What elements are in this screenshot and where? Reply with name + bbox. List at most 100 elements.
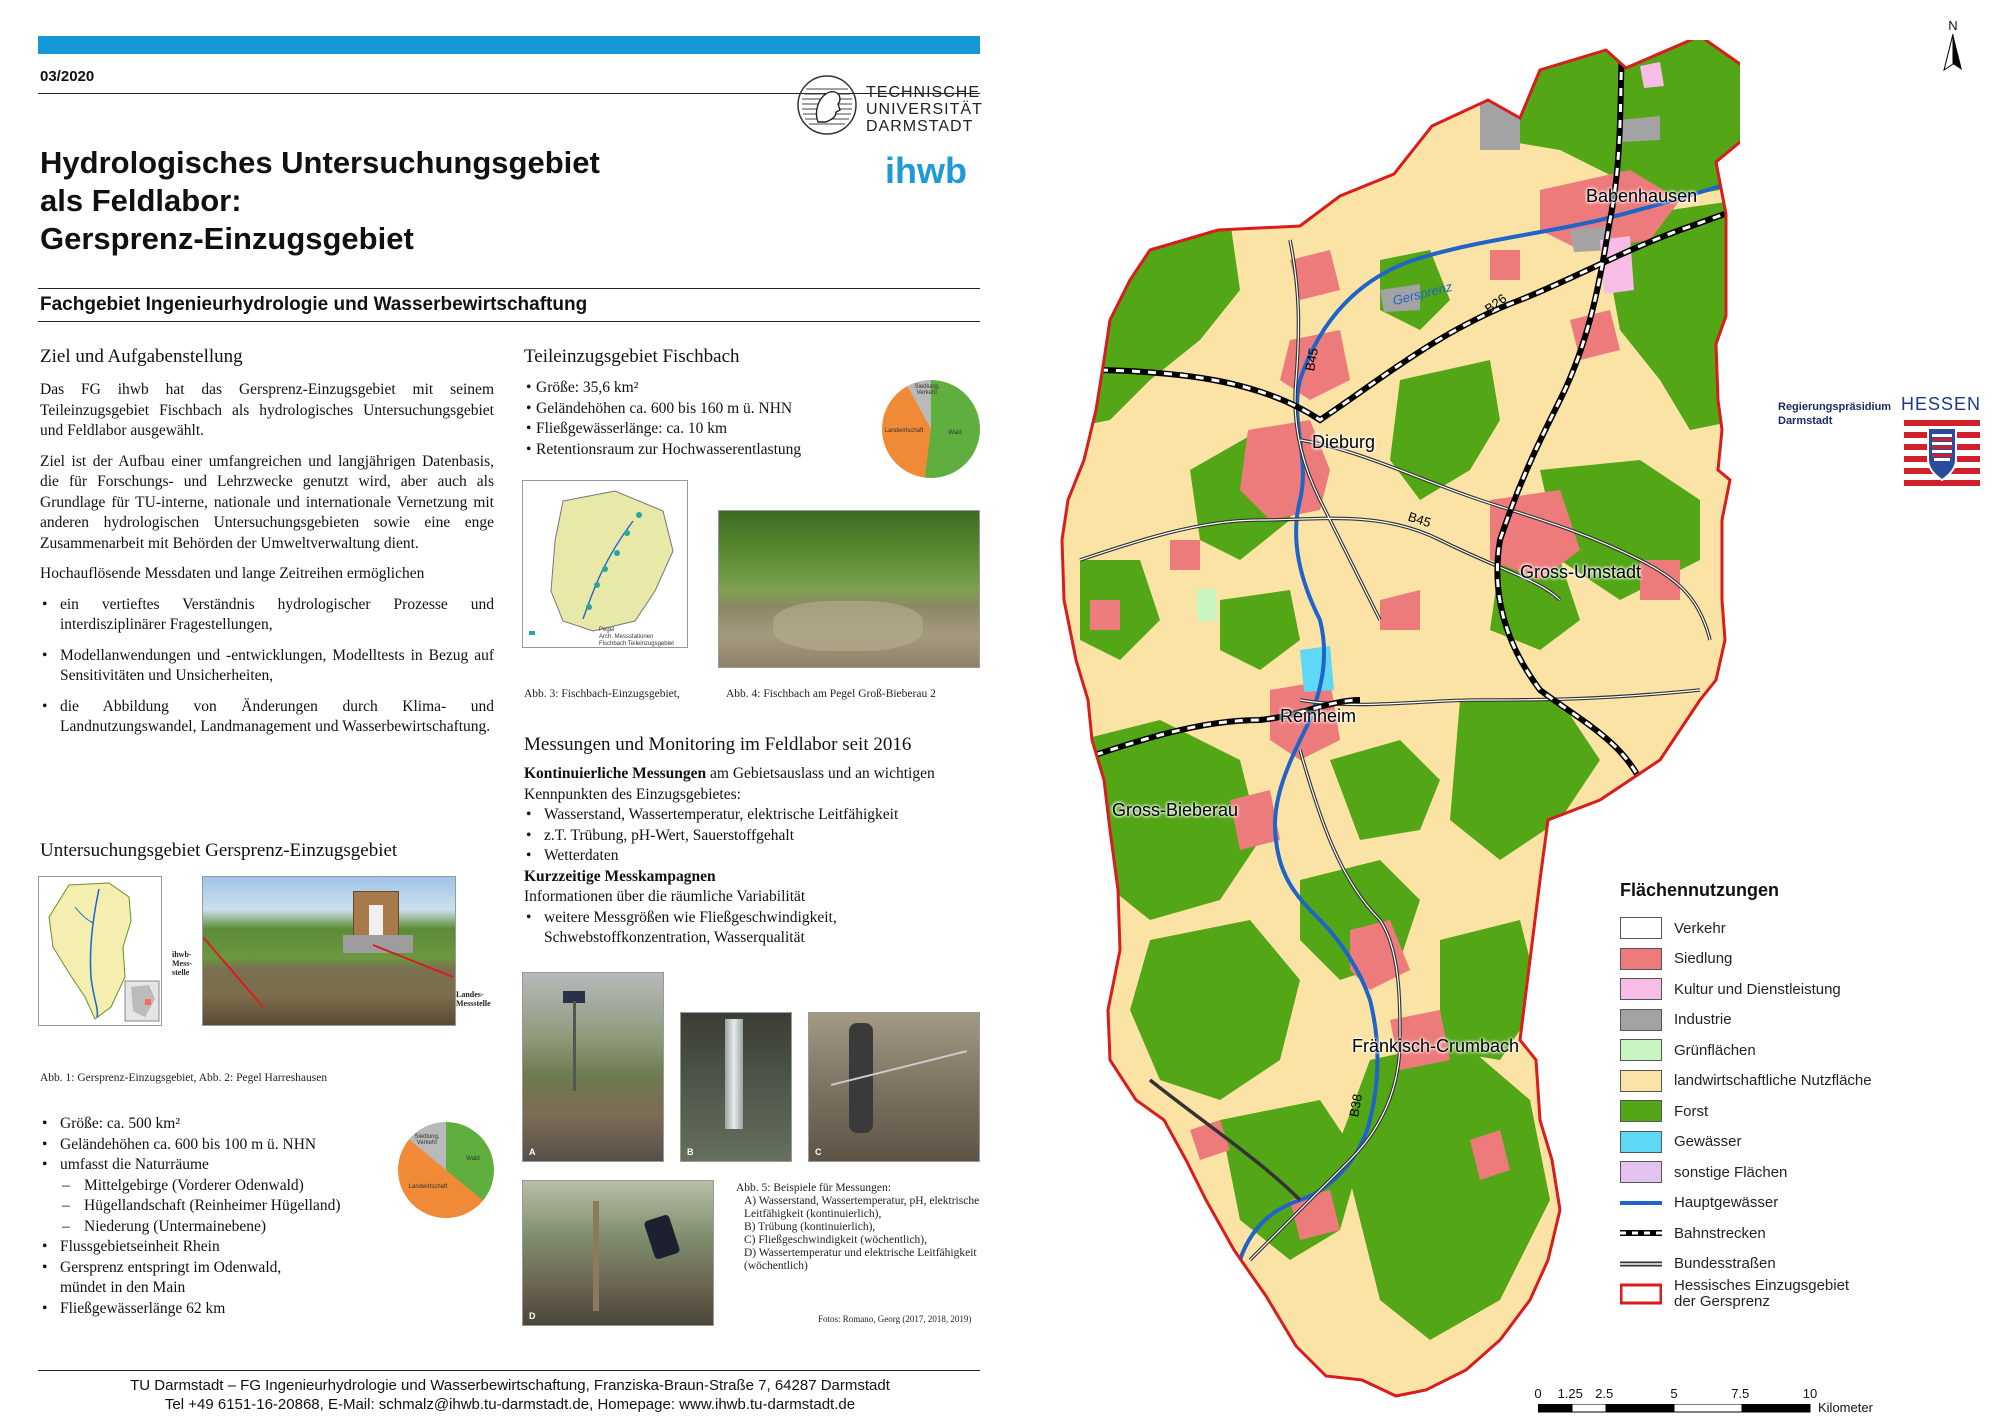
figure-caption: Abb. 3: Fischbach-Einzugsgebiet, [524,688,680,700]
list-item: Retentionsraum zur Hochwasserentlastung [524,440,884,461]
pie-label: Landwirtschaft [408,1184,448,1190]
photo-tag: A [529,1147,536,1157]
ziel-text: Das FG ihwb hat das Gersprenz-Einzugsgeb… [40,380,494,748]
ihwb-logo: ihwb [885,150,967,191]
divider [38,93,980,94]
legend-row: Hauptgewässer [1620,1188,1950,1219]
rp-line: Darmstadt [1778,415,1833,427]
town-label-reinheim: Reinheim [1280,706,1357,726]
page-title: Hydrologisches Untersuchungsgebiet als F… [40,144,600,258]
list-item: Niederung (Untermainebene) [60,1217,420,1238]
list-item: Wasserstand, Wassertemperatur, elektrisc… [524,805,984,826]
photo-tag: D [529,1311,536,1321]
scale-unit: Kilometer [1818,1400,1873,1415]
legend-swatch [1620,1008,1662,1031]
pie-label: Wald [466,1156,480,1162]
legend-row: Industrie [1620,1005,1950,1036]
legend-row: Siedlung [1620,944,1950,975]
scale-bar-graphic [1538,1404,1811,1413]
legend-swatch [1620,1100,1662,1123]
paragraph: Hochauflösende Messdaten und lange Zeitr… [40,565,425,582]
list-item: Gersprenz entspringt im Odenwald, mündet… [40,1258,420,1299]
section-heading-gebiet: Untersuchungsgebiet Gersprenz-Einzugsgeb… [40,840,398,861]
legend-label: Hauptgewässer [1674,1194,1779,1212]
legend-label: Hessisches Einzugsgebiet der Gersprenz [1674,1277,1850,1311]
photo-tag: B [687,1147,694,1157]
town-label-babenhausen: Babenhausen [1586,186,1698,206]
legend-label: Grünflächen [1674,1041,1756,1059]
footer: TU Darmstadt – FG Ingenieurhydrologie un… [40,1376,980,1414]
list-item: z.T. Trübung, pH-Wert, Sauerstoffgehalt [524,826,984,847]
title-line: Gersprenz-Einzugsgebiet [40,221,414,256]
list-item: Modellanwendungen und -entwicklungen, Mo… [40,646,494,687]
kont-bullet-list: Wasserstand, Wassertemperatur, elektrisc… [524,805,984,867]
bold-term: Kontinuierliche Messungen [524,765,707,782]
issue-number: 03/2020 [40,68,95,85]
naturraum-list: Mittelgebirge (Vorderer Odenwald) Hügell… [40,1176,420,1238]
town-label-gross-umstadt: Gross-Umstadt [1520,562,1642,582]
ziel-bullet-list: ein vertieftes Verständnis hydrologische… [40,595,494,738]
figure-caption: Abb. 4: Fischbach am Pegel Groß-Bieberau… [726,688,936,700]
legend-title: Flächennutzungen [1620,880,1779,900]
athena-seal-icon [797,75,857,135]
photo-pegel-harreshausen [202,876,456,1026]
legend-label: sonstige Flächen [1674,1163,1788,1181]
gersprenz-catchment-map [38,876,162,1026]
footer-contact: Tel +49 6151-16-20868, E-Mail: schmalz@i… [164,1396,856,1413]
header-color-bar [38,36,980,54]
divider [38,288,980,289]
pie-label: Siedlung, Verkehr [914,384,940,396]
legend-symbol [1620,1192,1662,1214]
fischbach-facts: Größe: 35,6 km² Geländehöhen ca. 600 bis… [524,378,884,460]
map-legend-label: Fischbach Teileinzugsgebiet [599,641,674,647]
legend-swatch [1620,1069,1662,1092]
gebiet-bullet-list: Größe: ca. 500 km² Geländehöhen ca. 600 … [40,1114,420,1176]
legend-swatch [1620,1039,1662,1062]
tu-name-line: UNIVERSITÄT [866,101,983,118]
north-arrow: N [1940,18,1966,72]
caption-item: A) Wasserstand, Wassertemperatur, pH, el… [744,1195,980,1220]
caption-item: C) Fließgeschwindigkeit (wöchentlich), [744,1234,928,1246]
gebiet-facts: Größe: ca. 500 km² Geländehöhen ca. 600 … [40,1114,420,1319]
caption-item: D) Wassertemperatur und elektrische Leit… [744,1247,977,1272]
list-item: ein vertieftes Verständnis hydrologische… [40,595,494,636]
legend-label: Forst [1674,1102,1709,1120]
list-item: Größe: 35,6 km² [524,378,884,399]
legend-label: Verkehr [1674,919,1726,937]
legend-swatch [1620,1161,1662,1184]
caption-title: Abb. 5: Beispiele für Messungen: [736,1182,891,1194]
town-label-gross-bieberau: Gross-Bieberau [1112,800,1239,820]
photo-measurement-a: A [522,972,664,1162]
title-line: als Feldlabor: [40,183,242,218]
photo-credit: Fotos: Romano, Georg (2017, 2018, 2019) [818,1314,972,1324]
list-item: Geländehöhen ca. 600 bis 160 m ü. NHN [524,399,884,420]
legend-row: Gewässer [1620,1127,1950,1158]
divider [38,321,980,322]
north-arrow-icon [1943,34,1962,72]
legend-swatch [1620,947,1662,970]
list-item: Geländehöhen ca. 600 bis 100 m ü. NHN [40,1135,420,1156]
map-legend-label: Pegel [599,627,615,633]
scale-tick-label: 0 [1534,1386,1542,1401]
legend-row: Hessisches Einzugsgebiet der Gersprenz [1619,1277,1950,1311]
paragraph: Das FG ihwb hat das Gersprenz-Einzugsgeb… [40,381,494,439]
department-name: Fachgebiet Ingenieurhydrologie und Wasse… [40,294,588,315]
title-line: Hydrologisches Untersuchungsgebiet [40,145,600,180]
photo-fischbach-pegel [718,510,980,668]
pie-label: Wald [948,430,962,436]
section-heading-messungen: Messungen und Monitoring im Feldlabor se… [524,734,912,755]
list-item: Flussgebietseinheit Rhein [40,1237,420,1258]
rp-line: Regierungspräsidium [1778,401,1892,413]
legend-row: Kultur und Dienstleistung [1620,974,1950,1005]
town-label-dieburg: Dieburg [1312,432,1376,452]
photo-measurement-c: C [808,1012,980,1162]
scale-tick-label: 1.25 [1557,1386,1583,1401]
legend-swatch [1620,978,1662,1001]
legend-row: Grünflächen [1620,1035,1950,1066]
pie-label: Landwirtschaft [884,428,924,434]
bold-term: Kurzzeitige Messkampagnen [524,867,716,885]
legend-row: Verkehr [1620,913,1950,944]
section-heading-ziel: Ziel und Aufgabenstellung [40,346,243,367]
legend-symbol [1620,1222,1662,1244]
photo-tag: C [815,1147,822,1157]
